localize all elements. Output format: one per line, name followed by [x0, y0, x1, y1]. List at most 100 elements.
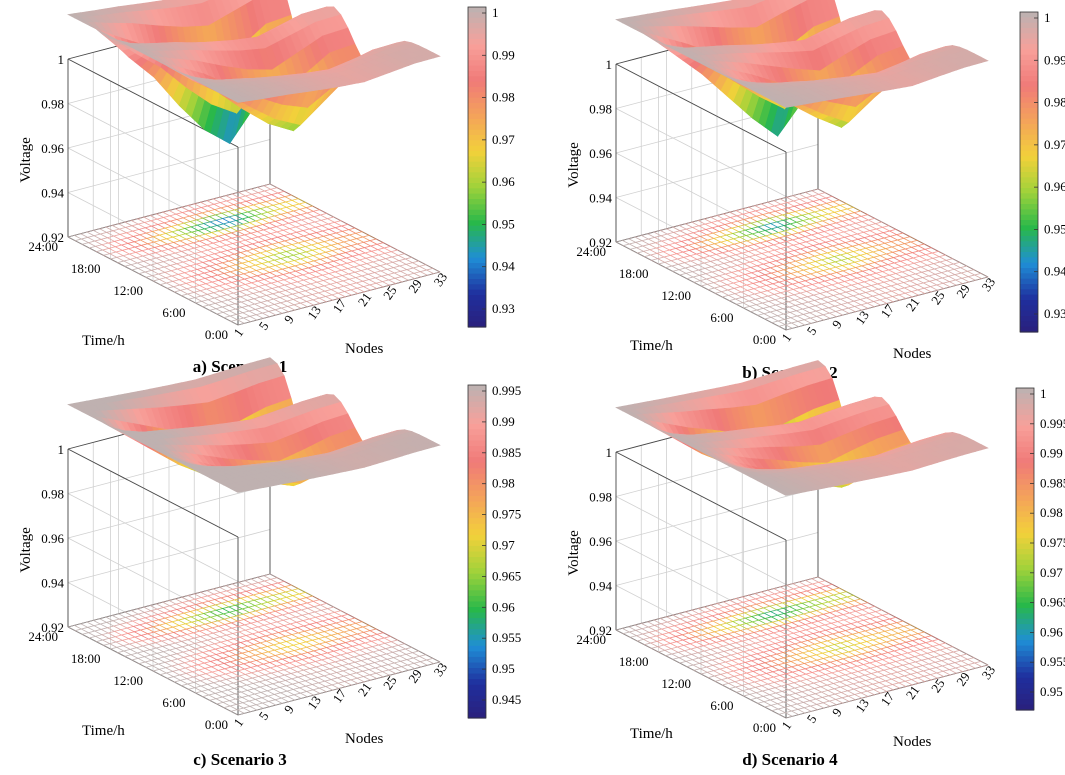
z-tick-label: 0.98: [589, 490, 612, 505]
colorbar-tick-label: 0.955: [1040, 654, 1065, 669]
nodes-axis-label: Nodes: [893, 346, 931, 362]
z-tick-label: 0.96: [589, 534, 612, 549]
time-tick-label: 12:00: [113, 283, 143, 298]
time-tick-label: 18:00: [619, 654, 649, 669]
colorbar: 1 0.99 0.98 0.97 0.96 0.95 0.94 0.93: [467, 5, 515, 328]
colorbar-tick-label: 1: [1044, 10, 1051, 25]
z-tick-label: 0.96: [589, 146, 612, 161]
colorbar-tick-label: 0.96: [1040, 624, 1063, 639]
node-tick-label: 5: [256, 319, 272, 333]
colorbar-tick-label: 0.97: [1040, 565, 1063, 580]
time-tick-label: 6:00: [710, 310, 733, 325]
time-tick-label: 24:00: [28, 239, 58, 254]
time-tick-label: 18:00: [71, 651, 101, 666]
node-tick-label: 5: [256, 709, 272, 723]
colorbar-tick-label: 0.98: [492, 90, 515, 105]
voltage-axis-label: Voltage: [18, 527, 34, 573]
z-tick-label: 0.92: [41, 620, 64, 635]
colorbar-tick-label: 0.94: [492, 259, 515, 274]
colorbar-tick-label: 0.99: [1040, 446, 1063, 461]
colorbar-tick-label: 0.97: [492, 538, 515, 553]
time-tick-label: 12:00: [113, 673, 143, 688]
voltage-surface: [615, 360, 989, 496]
colorbar-tick-label: 0.96: [492, 599, 515, 614]
colorbar-tick-label: 0.95: [492, 216, 515, 231]
voltage-axis-label: Voltage: [566, 530, 582, 576]
colorbar-tick-label: 0.995: [492, 383, 521, 398]
time-axis-label: Time/h: [630, 726, 673, 742]
time-tick-label: 12:00: [661, 288, 691, 303]
time-tick-label: 18:00: [619, 266, 649, 281]
time-tick-label: 0:00: [205, 327, 228, 342]
colorbar-tick-label: 0.975: [492, 507, 521, 522]
voltage-axis-label: Voltage: [18, 137, 34, 183]
time-tick-label: 12:00: [661, 676, 691, 691]
colorbar-tick-label: 0.97: [1044, 137, 1065, 152]
node-tick-label: 17: [329, 296, 349, 316]
node-tick-label: 21: [355, 290, 375, 309]
voltage-surface: [615, 0, 989, 137]
colorbar-tick-label: 0.945: [492, 692, 521, 707]
voltage-surface: [67, 0, 441, 145]
node-tick-label: 21: [355, 680, 375, 699]
contour-projection: [67, 573, 441, 716]
voltage-axis-label: Voltage: [566, 142, 582, 188]
time-tick-label: 24:00: [576, 244, 606, 259]
panel-caption: d) Scenario 4: [742, 750, 838, 769]
z-tick-label: 0.96: [41, 141, 64, 156]
node-tick-label: 25: [380, 283, 400, 302]
colorbar-tick-label: 0.94: [1044, 264, 1065, 279]
time-tick-label: 24:00: [576, 632, 606, 647]
node-tick-label: 9: [281, 312, 297, 326]
colorbar-tick-label: 0.98: [1044, 95, 1065, 110]
node-tick-label: 9: [281, 702, 297, 716]
time-axis-label: Time/h: [82, 723, 125, 739]
z-tick-label: 1: [58, 52, 65, 67]
node-tick-label: 13: [852, 696, 872, 715]
node-tick-label: 5: [804, 324, 820, 338]
z-tick-label: 0.92: [589, 623, 612, 638]
colorbar: 1 0.995 0.99 0.985 0.98 0.975 0.97 0.965 0.96 0.9…: [1015, 386, 1065, 711]
node-tick-label: 17: [877, 301, 897, 321]
time-tick-label: 0:00: [753, 332, 776, 347]
colorbar-tick-label: 0.975: [1040, 535, 1065, 550]
node-tick-label: 25: [380, 673, 400, 692]
node-tick-label: 13: [304, 303, 324, 322]
z-tick-label: 0.92: [41, 230, 64, 245]
z-tick-label: 1: [606, 445, 613, 460]
node-tick-label: 13: [852, 308, 872, 327]
node-tick-label: 17: [329, 686, 349, 706]
colorbar-tick-label: 0.985: [492, 445, 521, 460]
colorbar-tick-label: 0.99: [492, 414, 515, 429]
z-tick-label: 0.94: [589, 191, 612, 206]
z-tick-label: 0.98: [41, 487, 64, 502]
colorbar-tick-label: 0.99: [1044, 52, 1065, 67]
colorbar-tick-label: 0.95: [1044, 221, 1065, 236]
contour-projection: [67, 183, 441, 326]
colorbar-tick-label: 0.99: [492, 47, 515, 62]
colorbar-tick-label: 0.995: [1040, 416, 1065, 431]
colorbar: 0.995 0.99 0.985 0.98 0.975 0.97 0.965 0.96 0.95…: [467, 383, 521, 719]
z-tick-label: 0.96: [41, 531, 64, 546]
colorbar-tick-label: 1: [1040, 386, 1047, 401]
node-tick-label: 1: [778, 330, 794, 344]
nodes-axis-label: Nodes: [345, 341, 383, 357]
colorbar-tick-label: 0.95: [1040, 684, 1063, 699]
node-tick-label: 9: [829, 317, 845, 331]
z-tick-label: 1: [58, 442, 65, 457]
nodes-axis-label: Nodes: [893, 734, 931, 750]
colorbar-tick-label: 0.93: [1044, 306, 1065, 321]
node-tick-label: 13: [304, 693, 324, 712]
colorbar-tick-label: 0.98: [492, 476, 515, 491]
node-tick-label: 33: [978, 275, 998, 294]
z-tick-label: 0.94: [41, 576, 64, 591]
colorbar-tick-label: 0.97: [492, 132, 515, 147]
z-tick-label: 0.98: [41, 97, 64, 112]
z-tick-label: 0.98: [589, 102, 612, 117]
time-tick-label: 6:00: [162, 695, 185, 710]
